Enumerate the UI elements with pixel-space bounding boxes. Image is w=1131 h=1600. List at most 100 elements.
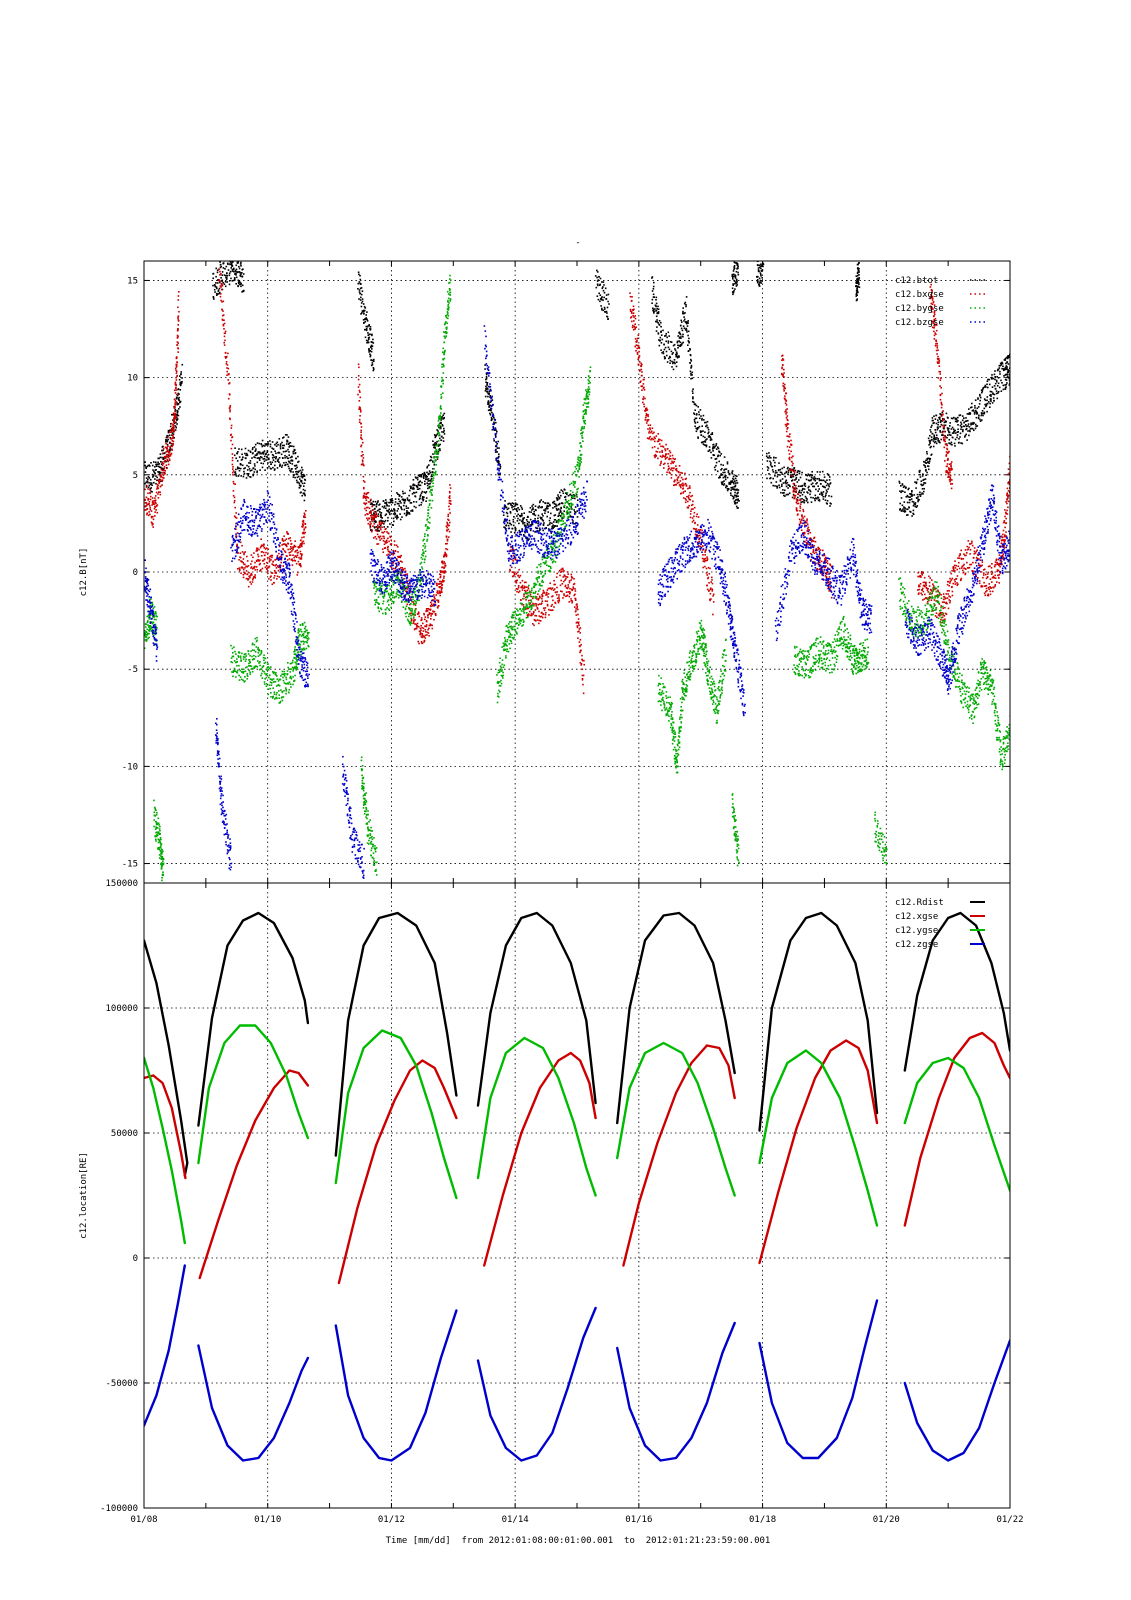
- data-point: [357, 271, 360, 274]
- data-point: [1004, 388, 1007, 390]
- data-point: [238, 456, 241, 458]
- data-point: [295, 562, 298, 565]
- data-point: [275, 442, 278, 445]
- data-point: [728, 481, 730, 484]
- data-point: [375, 503, 378, 506]
- data-point: [294, 550, 296, 553]
- data-point: [923, 482, 925, 484]
- data-point: [667, 467, 670, 470]
- data-point: [425, 476, 427, 479]
- data-point: [249, 460, 252, 462]
- data-point: [367, 522, 370, 525]
- data-point: [983, 407, 986, 410]
- data-point: [428, 470, 431, 472]
- data-point: [547, 587, 550, 590]
- data-point: [1001, 367, 1003, 370]
- data-point: [224, 280, 227, 283]
- data-point: [377, 500, 379, 502]
- data-point: [696, 421, 699, 424]
- data-point: [213, 284, 216, 286]
- data-point: [911, 500, 914, 503]
- data-point: [400, 507, 402, 509]
- data-point: [422, 474, 425, 477]
- data-point: [515, 573, 518, 575]
- data-point: [569, 511, 572, 513]
- data-point: [218, 257, 220, 259]
- data-point: [178, 291, 180, 293]
- data-point: [765, 455, 768, 457]
- data-point: [433, 443, 436, 445]
- data-point: [229, 409, 231, 411]
- data-point: [809, 474, 811, 477]
- data-point: [757, 267, 760, 269]
- data-point: [924, 482, 927, 484]
- data-point: [981, 410, 984, 412]
- data-point: [434, 613, 437, 615]
- data-point: [363, 321, 365, 324]
- data-point: [971, 402, 973, 405]
- data-point: [436, 599, 438, 601]
- data-point: [858, 259, 860, 261]
- data-point: [424, 625, 427, 628]
- data-point: [733, 268, 735, 271]
- data-point: [825, 492, 827, 495]
- data-point: [425, 491, 428, 493]
- data-point: [305, 510, 307, 512]
- data-point: [731, 470, 734, 472]
- data-point: [649, 435, 651, 438]
- data-point: [1003, 359, 1006, 361]
- data-point: [174, 408, 177, 411]
- data-point: [411, 493, 414, 495]
- data-point: [225, 255, 227, 257]
- data-point: [177, 342, 179, 344]
- data-point: [562, 568, 564, 571]
- data-point: [288, 551, 291, 554]
- data-point: [529, 524, 532, 526]
- data-point: [296, 466, 298, 469]
- data-point: [394, 501, 397, 503]
- data-point: [987, 386, 989, 389]
- data-point: [381, 526, 383, 529]
- data-point: [239, 552, 242, 554]
- data-point: [172, 412, 175, 415]
- data-point: [519, 519, 521, 521]
- data-point: [822, 498, 825, 500]
- data-point: [929, 441, 931, 443]
- data-point: [263, 547, 266, 549]
- data-point: [576, 516, 579, 518]
- data-point: [814, 497, 816, 500]
- data-point: [369, 346, 372, 349]
- data-point: [557, 496, 560, 498]
- data-point: [167, 436, 169, 438]
- data-point: [811, 474, 814, 477]
- data-point: [556, 525, 558, 527]
- data-point: [634, 328, 636, 330]
- data-point: [251, 457, 253, 459]
- data-point: [236, 532, 239, 534]
- data-point: [239, 281, 241, 284]
- data-point: [694, 417, 697, 420]
- data-point: [232, 480, 235, 483]
- data-point: [659, 451, 661, 453]
- data-point: [550, 532, 552, 534]
- data-point: [670, 458, 672, 460]
- data-point: [242, 456, 244, 458]
- data-point: [713, 466, 716, 469]
- data-point: [262, 462, 265, 465]
- data-point: [906, 514, 908, 516]
- data-point: [681, 329, 684, 332]
- data-point: [281, 444, 284, 447]
- data-point: [212, 296, 215, 299]
- data-point: [229, 263, 232, 266]
- data-point: [229, 406, 231, 409]
- data-point: [389, 510, 392, 512]
- data-point: [261, 451, 264, 454]
- data-point: [941, 418, 944, 420]
- data-point: [656, 319, 658, 321]
- data-point: [511, 506, 513, 509]
- data-point: [794, 469, 797, 472]
- data-point: [576, 606, 578, 609]
- data-point: [580, 663, 583, 665]
- data-point: [733, 500, 736, 503]
- data-point: [374, 515, 377, 518]
